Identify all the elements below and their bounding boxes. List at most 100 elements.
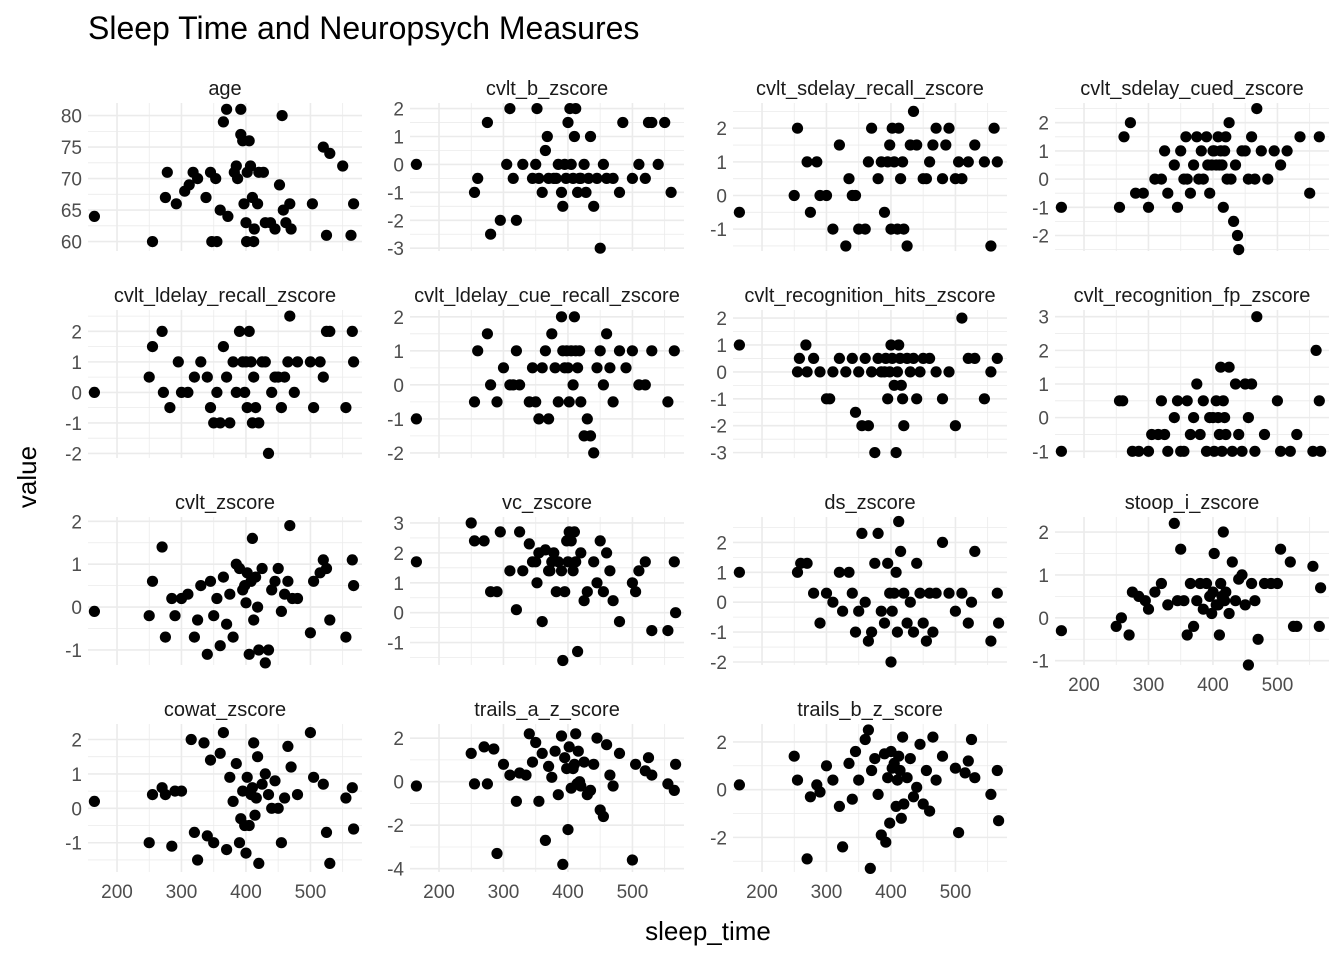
data-point <box>633 565 645 577</box>
data-point <box>214 747 226 759</box>
data-point <box>869 447 881 459</box>
data-point <box>557 654 569 667</box>
data-point <box>993 617 1005 629</box>
data-point <box>539 144 552 157</box>
data-point <box>279 371 291 383</box>
data-point <box>262 789 275 801</box>
y-tick-label: 2 <box>71 512 82 533</box>
data-point <box>1219 145 1231 157</box>
data-point <box>308 575 320 587</box>
data-point <box>849 745 862 758</box>
data-point <box>985 635 997 647</box>
data-point <box>549 745 561 757</box>
facet-panel: ds_zscore -2 -1 0 1 2 <box>710 492 1007 674</box>
data-point <box>146 575 159 587</box>
facet-strip-label: trails_b_z_score <box>797 699 943 721</box>
data-point <box>308 771 320 783</box>
data-point <box>1184 577 1196 590</box>
data-point <box>217 341 229 353</box>
data-point <box>969 545 981 558</box>
facet-strip-label: age <box>208 78 241 100</box>
data-point <box>544 565 556 577</box>
data-point <box>497 362 510 374</box>
data-point <box>275 402 287 414</box>
data-point <box>872 173 884 185</box>
data-point <box>891 774 904 786</box>
data-point <box>733 339 746 351</box>
data-point <box>531 577 543 589</box>
data-point <box>221 371 233 383</box>
y-tick-label: -1 <box>1032 442 1049 463</box>
data-point <box>514 379 526 391</box>
data-point <box>552 556 564 568</box>
data-point <box>1271 577 1283 590</box>
y-tick-label: 70 <box>61 170 82 191</box>
data-point <box>530 736 542 749</box>
data-point <box>613 345 626 357</box>
data-point <box>568 130 581 143</box>
data-point <box>204 402 217 414</box>
data-point <box>907 105 920 117</box>
data-point <box>88 795 100 808</box>
data-point <box>962 156 974 168</box>
data-point <box>893 515 905 528</box>
data-point <box>893 339 905 351</box>
data-point <box>192 173 204 185</box>
data-point <box>1207 586 1219 598</box>
data-point <box>907 626 920 638</box>
data-point <box>555 186 568 198</box>
data-point <box>514 526 526 538</box>
data-point <box>248 614 260 626</box>
data-point <box>572 362 584 374</box>
data-point <box>217 116 229 128</box>
data-point <box>530 158 542 170</box>
data-point <box>991 156 1003 168</box>
data-point <box>269 223 281 235</box>
data-point <box>1142 445 1155 457</box>
facet-panel: stoop_i_zscore -1 0 1 2 200 300 400 500 <box>1032 492 1329 696</box>
data-point <box>920 764 933 777</box>
data-point <box>269 575 281 587</box>
data-point <box>1268 145 1280 157</box>
data-point <box>584 430 597 442</box>
data-point <box>898 223 910 235</box>
data-point <box>1307 560 1319 572</box>
y-tick-label: 1 <box>1038 566 1049 587</box>
data-point <box>317 371 329 383</box>
data-point <box>201 648 213 660</box>
data-point <box>668 784 680 797</box>
data-point <box>791 774 804 786</box>
data-point <box>468 535 481 547</box>
data-point <box>249 809 261 821</box>
data-point <box>1215 577 1227 590</box>
data-point <box>607 780 619 792</box>
y-tick-label: 1 <box>716 336 727 357</box>
data-point <box>348 198 360 210</box>
data-point <box>884 139 896 151</box>
data-point <box>969 139 981 151</box>
data-point <box>520 769 532 781</box>
data-point <box>1139 595 1151 607</box>
data-point <box>662 396 674 408</box>
data-point <box>898 798 910 810</box>
data-point <box>253 417 265 429</box>
facet-strip-label: ds_zscore <box>824 492 915 514</box>
data-point <box>88 210 100 222</box>
data-point <box>494 526 506 538</box>
data-point <box>1175 145 1187 157</box>
data-point <box>273 179 286 191</box>
y-tick-label: 0 <box>716 593 727 614</box>
y-tick-label: 2 <box>393 308 404 329</box>
data-point <box>1226 556 1238 568</box>
data-point <box>262 644 275 656</box>
data-point <box>575 780 587 792</box>
y-tick-label: -2 <box>710 828 727 849</box>
data-point <box>936 750 949 762</box>
data-point <box>557 200 569 212</box>
data-point <box>791 122 804 134</box>
data-point <box>485 379 497 391</box>
data-point <box>1217 526 1229 538</box>
data-point <box>198 737 210 749</box>
data-point <box>601 328 613 340</box>
data-point <box>248 223 260 235</box>
